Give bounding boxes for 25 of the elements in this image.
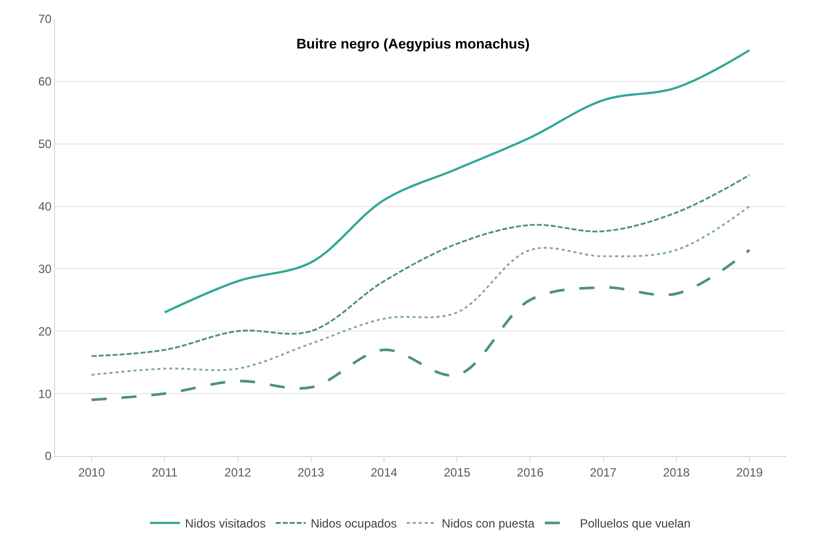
legend-label: Nidos ocupados <box>310 516 397 531</box>
x-tick-label: 2014 <box>370 465 398 480</box>
line-series <box>90 174 750 358</box>
x-tick-label: 2018 <box>663 465 690 480</box>
x-tick-label: 2011 <box>152 465 178 480</box>
line-series <box>90 205 750 376</box>
y-tick-label: 50 <box>38 137 52 152</box>
x-tick-label: 2019 <box>736 465 764 480</box>
legend-label: Nidos visitados <box>185 516 266 531</box>
x-tick-label: 2015 <box>444 465 471 480</box>
y-tick-label: 0 <box>44 449 52 464</box>
x-tick-label: 2012 <box>224 465 252 480</box>
legend-label: Nidos con puesta <box>442 516 535 531</box>
y-tick-label: 10 <box>38 386 52 401</box>
x-tick-label: 2016 <box>516 465 544 480</box>
text: Buitre negro (Aegypius monachus) <box>296 35 530 52</box>
y-tick-label: 20 <box>38 324 52 338</box>
y-tick-label: 70 <box>38 12 52 26</box>
x-tick-label: 2010 <box>78 465 106 480</box>
x-tick-label: 2017 <box>590 465 617 480</box>
legend-label: Polluelos que vuelan <box>580 516 691 531</box>
y-tick-label: 40 <box>38 199 52 214</box>
y-tick-label: 30 <box>38 262 52 276</box>
y-tick-label: 60 <box>38 74 52 89</box>
x-tick-label: 2013 <box>298 465 325 480</box>
